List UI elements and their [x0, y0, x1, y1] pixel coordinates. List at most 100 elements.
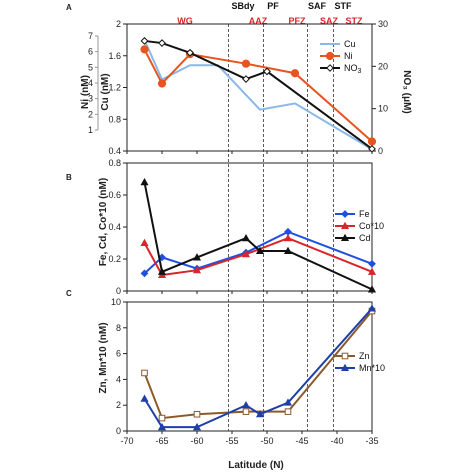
panel-c-y-tick-label-4: 8: [116, 323, 121, 333]
zone-label-pfz: PFZ: [289, 16, 307, 26]
panel-b-y-tick-label-1: 0.2: [108, 254, 121, 264]
panel-a-legend-no3-label: NO3: [344, 63, 362, 75]
panel-b-series-fe-point-0: [140, 269, 149, 278]
ni-axis-tick-label-1: 2: [88, 109, 93, 119]
front-label-stf: STF: [335, 1, 353, 11]
panel-b-y-tick-label-3: 0.6: [108, 190, 121, 200]
cu-axis-tick-label-3: 1.6: [108, 51, 121, 61]
panel-b-series-cd-point-3: [241, 233, 251, 242]
x-tick-label-1: -65: [155, 436, 168, 446]
panel-b-series-cd-point-0: [140, 177, 149, 186]
cu-axis-tick-label-0: 0.4: [108, 146, 121, 156]
panel-c-series-zn-point-4: [284, 408, 292, 415]
zone-label-aaz: AAZ: [249, 16, 268, 26]
panel-c-series-mn-10-point-1: [157, 422, 167, 431]
panel-b-series-cd-point-6: [367, 285, 377, 293]
panel-a-series-ni-point-5: [367, 137, 377, 146]
panel-b-series-co-10-line: [143, 237, 373, 277]
panel-a-series-no3-point-1: [158, 39, 166, 47]
x-tick-label-3: -55: [225, 436, 238, 446]
no3-axis-tick-label-1: 10: [378, 104, 388, 114]
cu-axis-tick-label-2: 1.2: [108, 83, 121, 93]
panel-b-y-tick-label-0: 0: [116, 286, 121, 296]
panel-c-series-mn-10-point-4: [255, 410, 265, 418]
panel-frame-c: [126, 301, 373, 432]
panel-c-series-mn-10-point-2: [192, 422, 202, 431]
panel-a-series-ni-point-1: [157, 79, 167, 88]
x-tick-label-5: -45: [295, 436, 308, 446]
panel-c-legend-mn-10-label: Mn*10: [359, 363, 385, 373]
panel-b-series-co-10-point-0: [140, 238, 149, 247]
x-tick-label-4: -50: [260, 436, 273, 446]
panel-c-legend-zn-marker: [341, 352, 349, 360]
panel-c-y-tick-label-2: 4: [116, 374, 121, 384]
ni-axis-tick-label-3: 4: [88, 78, 93, 88]
x-tick-label-2: -60: [190, 436, 203, 446]
front-label-sbdy: SBdy: [231, 1, 254, 11]
zone-label-wg: WG: [177, 16, 193, 26]
panel-a-legend-ni-label: Ni: [344, 51, 353, 61]
panel-a-series-no3-point-3: [242, 75, 250, 83]
panel-c-legend-mn-10-marker: [340, 363, 350, 372]
cu-axis-title: Cu (nM): [100, 73, 111, 110]
panel-b-series-cd-point-1: [157, 267, 167, 275]
panel-a-series-no3-point-2: [186, 48, 194, 57]
ni-axis-tick-label-5: 6: [88, 47, 93, 57]
panel-c-y-tick-label-5: 10: [111, 297, 121, 307]
ni-axis-tick-label-4: 5: [88, 62, 93, 72]
panel-c-series-zn-point-1: [158, 414, 166, 422]
panel-a-series-ni-line: [143, 48, 373, 143]
panel-c-series-zn-point-0: [141, 369, 148, 377]
panel-a-series-no3-point-5: [368, 144, 376, 153]
panel-a-series-ni-point-4: [290, 69, 300, 78]
panel-b-legend-fe-marker: [341, 210, 349, 218]
panel-label-a: A: [66, 3, 72, 12]
cu-axis-tick-label-4: 2: [116, 19, 121, 29]
panel-c-series-mn-10-point-5: [283, 398, 293, 406]
panel-c-y-tick-label-3: 6: [116, 349, 121, 359]
panel-c-series-mn-10-point-3: [241, 400, 251, 409]
panel-c-legend-zn-label: Zn: [359, 351, 370, 361]
panel-b-y-tick-label-4: 0.8: [108, 158, 121, 168]
panel-c-y-tick-label-0: 0: [116, 426, 121, 436]
no3-axis-title: NO₃ (μM): [401, 70, 412, 114]
zone-label-stz: STZ: [346, 16, 364, 26]
plot-layer: 0.40.81.21.620102030123456700.20.40.60.8…: [88, 19, 388, 446]
panel-a-series-ni-point-0: [140, 45, 149, 54]
panel-a-legend-no3-subscript: 3: [358, 68, 362, 75]
zone-label-saz: SAZ: [320, 16, 339, 26]
panel-a-series-ni-point-3: [241, 59, 251, 68]
panel-b-legend-cd-label: Cd: [359, 233, 371, 243]
panel-a-legend-ni-marker: [325, 51, 335, 61]
panel-b-series-co-10-point-2: [192, 265, 202, 274]
panel-b-legend-co-10-marker: [340, 221, 350, 230]
panel-b-y-tick-label-2: 0.4: [108, 222, 121, 232]
panel-b-series-cd-point-4: [255, 246, 265, 255]
front-label-saf: SAF: [308, 1, 327, 11]
panel-a-series-no3-point-0: [140, 37, 149, 45]
panel-b-axis-title: Fe, Cd, Co*10 (nM): [98, 178, 109, 266]
panel-b-series-fe-point-5: [368, 259, 376, 268]
panel-b-series-co-10-point-3: [241, 249, 251, 258]
panel-c-series-mn-10-point-6: [367, 304, 377, 312]
panel-a-series-no3-point-4: [263, 67, 271, 76]
panel-a-series-no3-line: [144, 39, 373, 150]
panel-b-series-co-10-point-5: [367, 267, 377, 275]
panel-c-series-zn-point-3: [242, 408, 250, 415]
panel-c-series-zn-line: [143, 310, 373, 420]
ni-axis-tick-label-0: 1: [88, 125, 93, 135]
panel-b-series-cd-point-2: [192, 253, 202, 261]
cu-axis-tick-label-1: 0.8: [108, 114, 121, 124]
no3-axis-tick-label-2: 20: [378, 61, 388, 71]
panel-b-legend-fe-label: Fe: [359, 209, 370, 219]
panel-c-series-zn-point-2: [193, 410, 201, 418]
panel-c-axis-title: Zn, Mn*10 (nM): [98, 322, 109, 393]
no3-axis-tick-label-0: 0: [378, 146, 383, 156]
panel-b-legend-co-10-label: Co*10: [359, 221, 384, 231]
panel-b-legend-cd-marker: [340, 233, 350, 242]
panel-b-series-co-10-point-4: [283, 233, 293, 242]
ni-axis-tick-label-2: 3: [88, 94, 93, 104]
no3-axis-tick-label-3: 30: [378, 19, 388, 29]
ni-axis-title: Ni (nM): [80, 75, 91, 109]
